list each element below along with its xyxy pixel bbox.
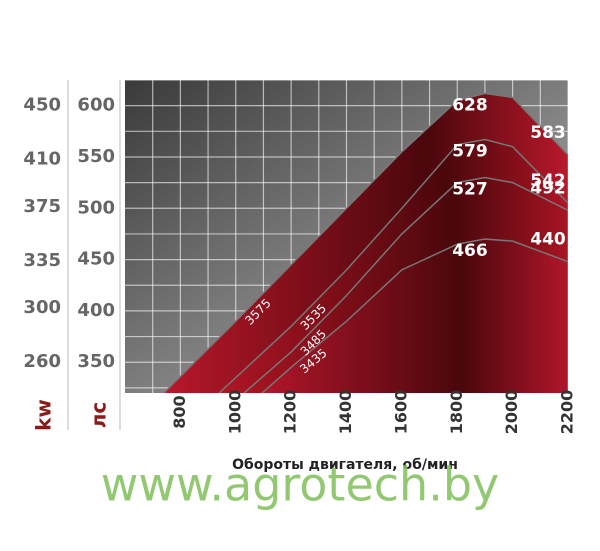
x-tick-label: 2200 [558,390,577,435]
y2-tick-label: 260 [23,351,61,372]
watermark: www.agrotech.by [101,458,500,512]
y-tick-label: 450 [77,249,115,270]
y-axis-label: лс [87,402,111,429]
y2-tick-label: 410 [23,149,61,170]
x-tick-label: 800 [170,395,189,428]
y-tick-label: 600 [77,95,115,116]
end-label: 583 [530,123,566,143]
x-tick-label: 1800 [447,390,466,435]
peak-label: 527 [452,179,488,199]
x-tick-label: 1200 [281,390,300,435]
y2-tick-label: 450 [23,95,61,116]
end-label: 492 [530,178,566,198]
x-tick-label: 1400 [336,390,355,435]
y2-tick-label: 375 [23,196,61,217]
y-tick-label: 500 [77,197,115,218]
peak-label: 579 [452,142,488,162]
y2-tick-label: 300 [23,297,61,318]
y-tick-label: 550 [77,146,115,167]
peak-label: 466 [452,241,488,261]
x-axis-label: Обороты двигателя, об/мин [232,457,458,473]
end-label: 440 [530,230,566,250]
y2-axis-label: kw [32,399,56,431]
end-label: 542 [530,171,566,191]
x-tick-label: 1600 [391,390,410,435]
area [261,238,568,393]
y-tick-label: 350 [77,351,115,372]
areas [163,92,568,393]
y2-tick-label: 335 [23,250,61,271]
x-tick-label: 1000 [225,390,244,435]
peak-label: 628 [452,95,488,115]
x-tick-label: 2000 [502,390,521,435]
y-tick-label: 400 [77,300,115,321]
